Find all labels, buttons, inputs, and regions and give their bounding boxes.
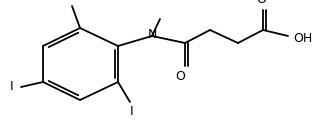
Text: I: I (9, 80, 13, 94)
Text: I: I (130, 105, 134, 118)
Text: O: O (256, 0, 266, 6)
Text: N: N (147, 29, 157, 42)
Text: O: O (175, 70, 185, 83)
Text: I: I (68, 0, 72, 3)
Text: OH: OH (293, 31, 312, 44)
